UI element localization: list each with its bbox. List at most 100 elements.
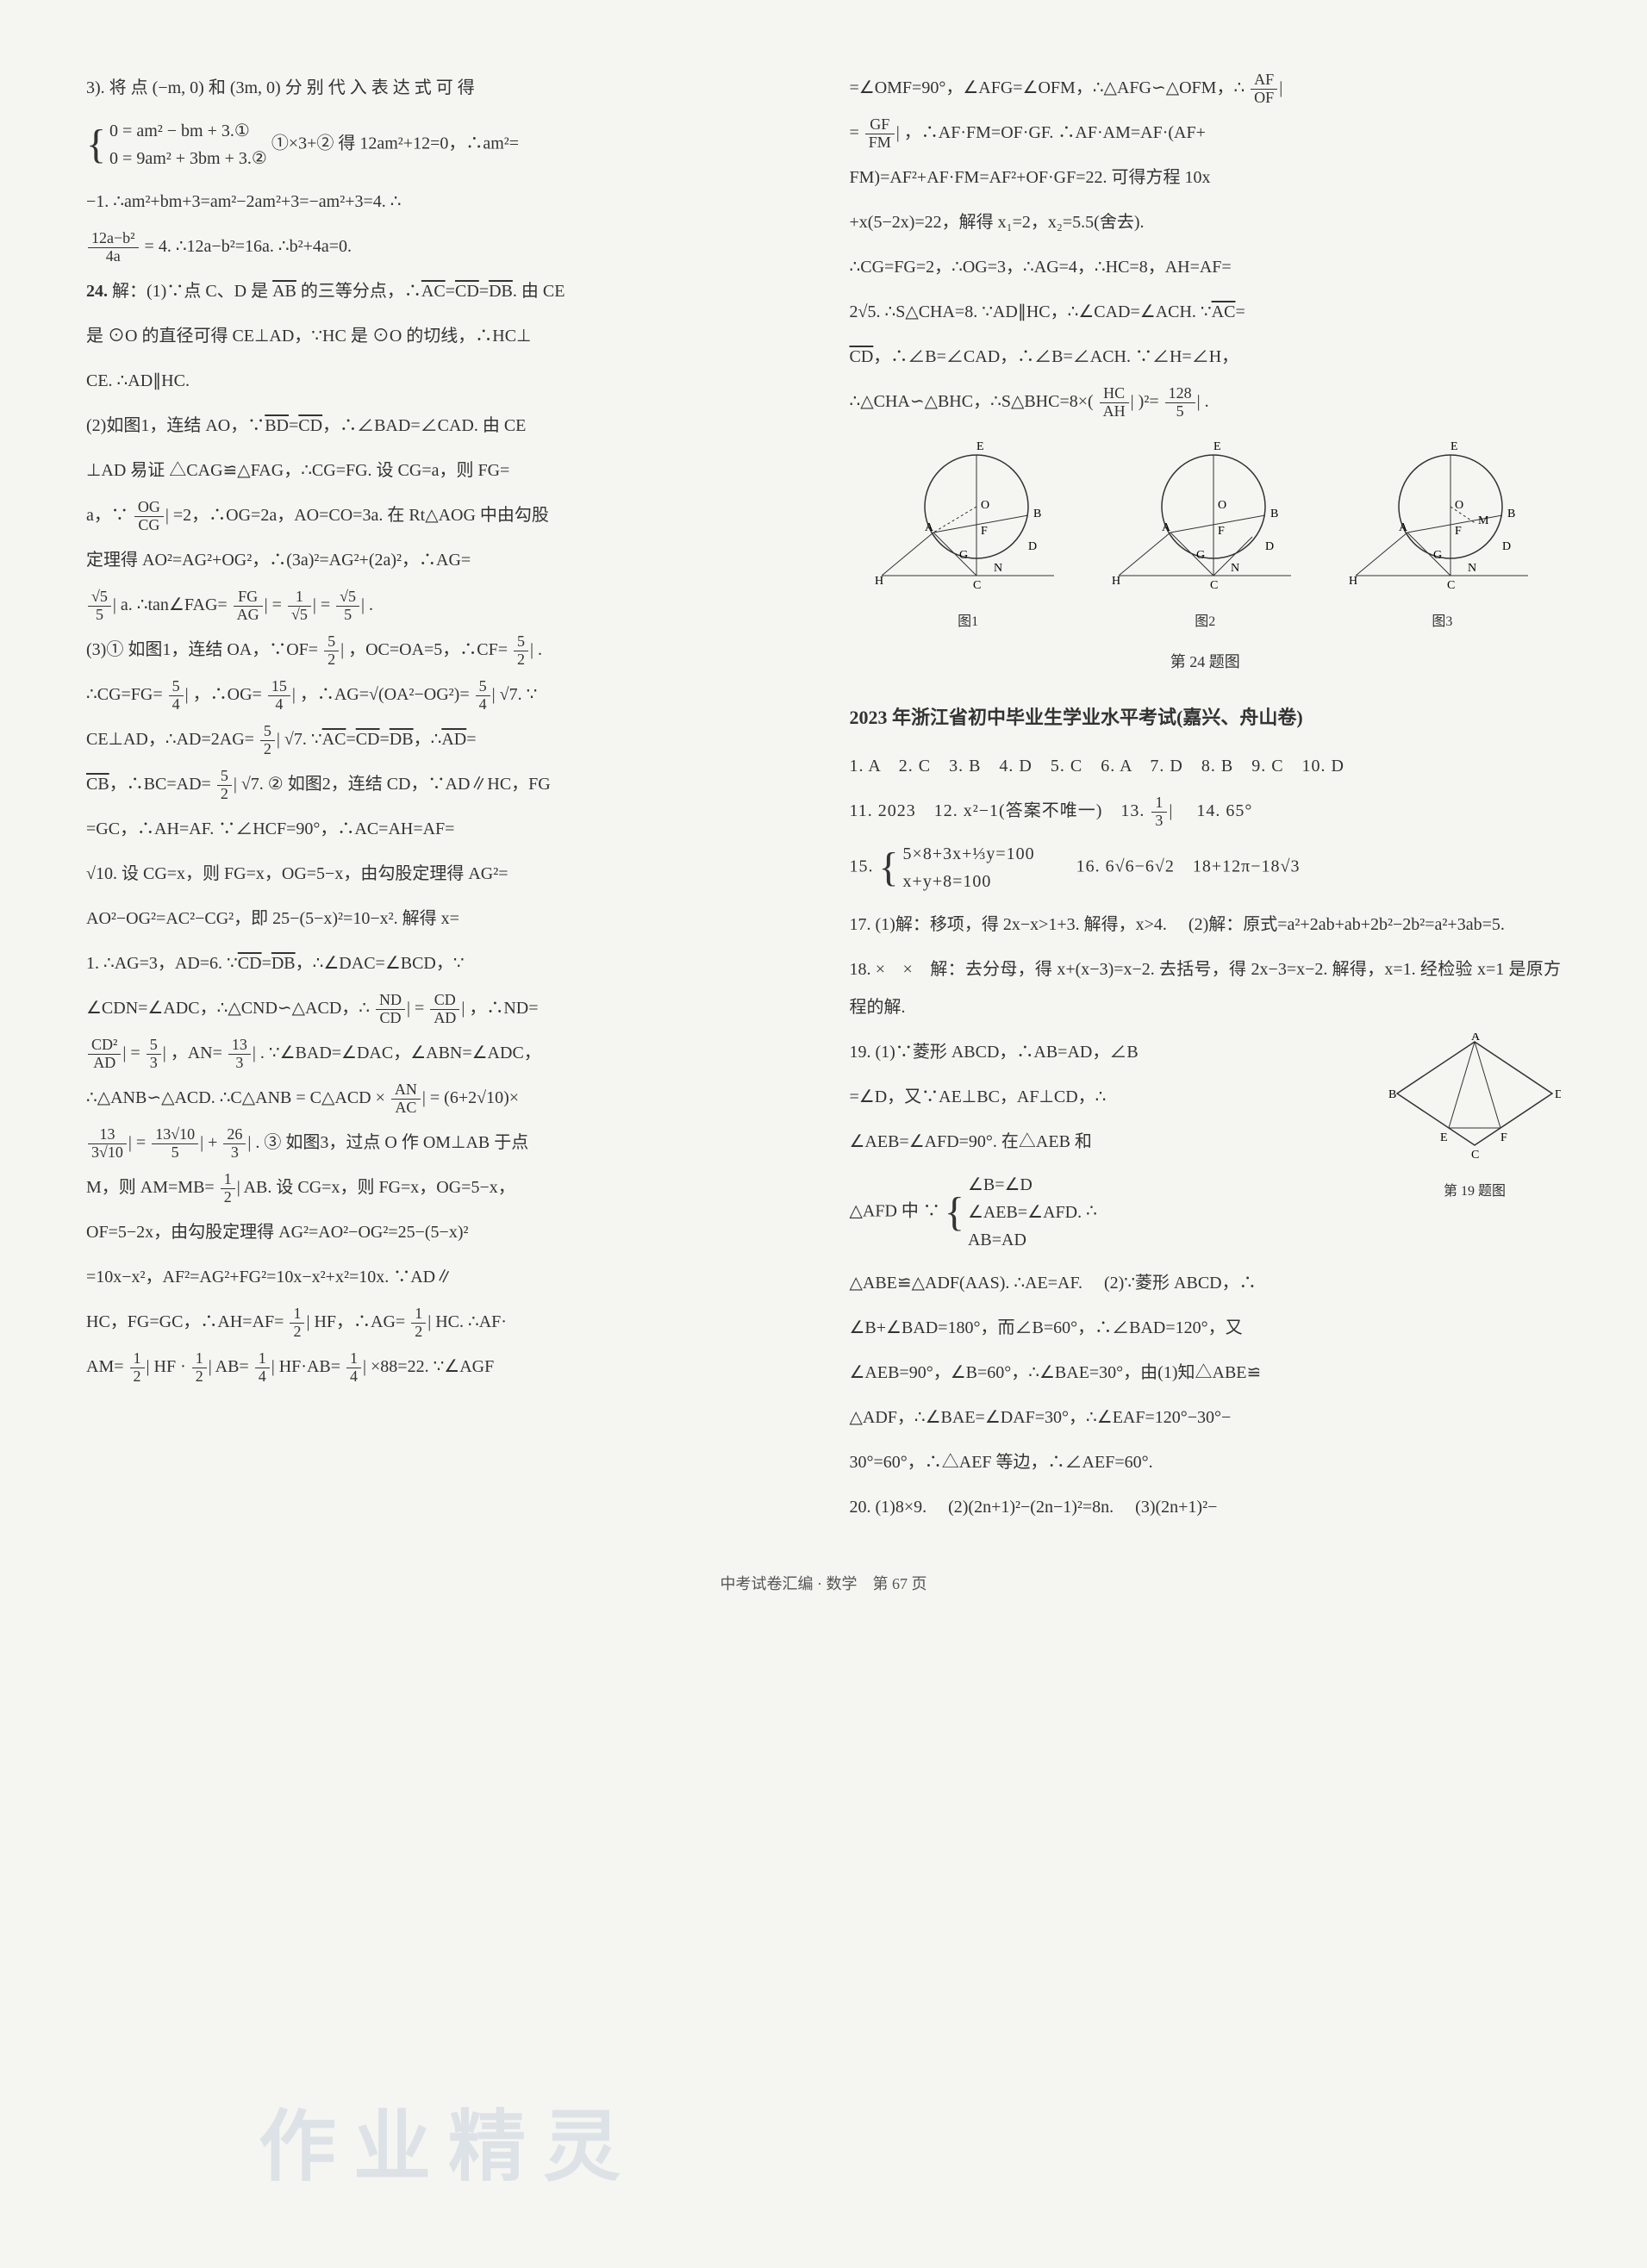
svg-text:A: A <box>1162 521 1171 534</box>
mc-answers: 1. A 2. C 3. B 4. D 5. C 6. A 7. D 8. B … <box>850 747 1562 785</box>
q19-figure: A B D C E F 第 19 题图 <box>1388 1033 1561 1206</box>
q24c-line: = GFFM| ，∴AF·FM=OF·GF. ∴AF·AM=AF·(AF+ <box>850 114 1562 152</box>
svg-text:B: B <box>1033 508 1041 520</box>
q24c-line: =∠OMF=90°，∠AFG=∠OFM，∴△AFG∽△OFM，∴ AFOF| <box>850 69 1562 107</box>
q24-part: M，则 AM=MB= 12| AB. 设 CG=x，则 FG=x，OG=5−x， <box>86 1168 798 1206</box>
q24-part: ∴CG=FG= 54| ，∴OG= 154| ，∴AG=√(OA²−OG²)= … <box>86 676 798 713</box>
p23-brace: { 0 = am² − bm + 3.① 0 = 9am² + 3bm + 3.… <box>86 114 798 176</box>
p23-line: 3). 将 点 (−m, 0) 和 (3m, 0) 分 别 代 入 表 达 式 … <box>86 69 798 107</box>
watermark: 作业精灵 <box>259 2063 638 2234</box>
q24c-line: +x(5−2x)=22，解得 x₁=2，x₂=5.5(舍去). <box>850 203 1562 241</box>
svg-text:F: F <box>1455 525 1462 538</box>
q24-part: OF=5−2x，由勾股定理得 AG²=AO²−OG²=25−(5−x)² <box>86 1213 798 1251</box>
svg-text:E: E <box>1213 440 1221 453</box>
figure-2: E B O F D A G N H C <box>1110 438 1300 593</box>
q24-part: 定理得 AO²=AG²+OG²，∴(3a)²=AG²+(2a)²，∴AG= <box>86 541 798 579</box>
q24-part: CD²AD| = 53| ，AN= 133| . ∵∠BAD=∠DAC，∠ABN… <box>86 1034 798 1072</box>
figure-1: E B O F D A G N H C <box>873 438 1063 593</box>
svg-text:N: N <box>1468 562 1476 575</box>
q19-fig-caption: 第 19 题图 <box>1388 1176 1561 1206</box>
brace-line: 0 = 9am² + 3bm + 3.② <box>109 149 267 168</box>
svg-text:N: N <box>994 562 1002 575</box>
q24-part: AM= 12| HF · 12| AB= 14| HF·AB= 14| ×88=… <box>86 1348 798 1386</box>
svg-text:C: C <box>1471 1149 1479 1162</box>
q24-part: CE. ∴AD∥HC. <box>86 362 798 400</box>
q19-line: ∠AEB=90°，∠B=60°，∴∠BAE=30°，由(1)知△ABE≌ <box>850 1354 1562 1392</box>
q24-part: (3)① 如图1，连结 OA，∵OF= 52| ，OC=OA=5，∴CF= 52… <box>86 631 798 669</box>
q18: 18. × × 解：去分母，得 x+(x−3)=x−2. 去括号，得 2x−3=… <box>850 950 1562 1026</box>
q24-part: (2)如图1，连结 AO，∵BD=CD，∴∠BAD=∠CAD. 由 CE <box>86 407 798 445</box>
svg-text:M: M <box>1478 514 1489 527</box>
svg-text:E: E <box>976 440 984 453</box>
svg-text:G: G <box>959 549 968 562</box>
svg-text:D: D <box>1265 540 1274 553</box>
svg-text:O: O <box>1218 499 1226 512</box>
q24-part: a，∵ OGCG| =2，∴OG=2a，AO=CO=3a. 在 Rt△AOG 中… <box>86 496 798 534</box>
svg-text:E: E <box>1450 440 1458 453</box>
fill-answers-2: 15. {5×8+3x+⅓y=100x+y+8=100 16. 6√6−6√2 … <box>850 837 1562 899</box>
q24c-line: CD，∴∠B=∠CAD，∴∠B=∠ACH. ∵∠H=∠H， <box>850 338 1562 376</box>
q24c-line: FM)=AF²+AF·FM=AF²+OF·GF=22. 可得方程 10x <box>850 159 1562 196</box>
svg-text:H: H <box>1112 575 1120 588</box>
q19-line: ∠B+∠BAD=180°，而∠B=60°，∴∠BAD=120°，又 <box>850 1309 1562 1347</box>
svg-text:C: C <box>1447 579 1455 592</box>
q24-part: AO²−OG²=AC²−CG²，即 25−(5−x)²=10−x². 解得 x= <box>86 900 798 938</box>
svg-text:A: A <box>1399 521 1408 534</box>
q20: 20. (1)8×9. (2)(2n+1)²−(2n−1)²=8n. (3)(2… <box>850 1488 1562 1526</box>
svg-text:D: D <box>1028 540 1037 553</box>
q24-part: ∠CDN=∠ADC，∴△CND∽△ACD，∴ NDCD| = CDAD| ，∴N… <box>86 989 798 1027</box>
q24c-line: ∴△CHA∽△BHC，∴S△BHC=8×( HCAH| )²= 1285| . <box>850 383 1562 421</box>
figure-1-label: 图1 <box>873 607 1063 637</box>
svg-text:F: F <box>981 525 988 538</box>
q24-part: 是 ⊙O 的直径可得 CE⊥AD，∵HC 是 ⊙O 的切线，∴HC⊥ <box>86 317 798 355</box>
svg-text:E: E <box>1440 1131 1448 1144</box>
q19-line: △ABE≌△ADF(AAS). ∴AE=AF. (2)∵菱形 ABCD，∴ <box>850 1264 1562 1302</box>
q19-line: 30°=60°，∴△AEF 等边，∴∠AEF=60°. <box>850 1443 1562 1481</box>
q24c-line: 2√5. ∴S△CHA=8. ∵AD∥HC，∴∠CAD=∠ACH. ∵AC= <box>850 293 1562 331</box>
figure-2-label: 图2 <box>1110 607 1300 637</box>
svg-text:G: G <box>1433 549 1442 562</box>
svg-text:O: O <box>1455 499 1463 512</box>
svg-text:A: A <box>1471 1033 1481 1044</box>
svg-text:D: D <box>1502 540 1511 553</box>
p23-line-after: ①×3+② 得 12am²+12=0，∴am²= <box>271 134 519 153</box>
q24-part: 24. 解：(1)∵点 C、D 是 AB 的三等分点，∴AC=CD=DB. 由 … <box>86 272 798 310</box>
q24-fig-caption: 第 24 题图 <box>850 645 1562 680</box>
q24-part: 1. ∴AG=3，AD=6. ∵CD=DB，∴∠DAC=∠BCD，∵ <box>86 944 798 982</box>
svg-text:H: H <box>1349 575 1357 588</box>
svg-text:A: A <box>925 521 934 534</box>
svg-text:G: G <box>1196 549 1205 562</box>
svg-text:B: B <box>1388 1088 1396 1101</box>
svg-text:D: D <box>1555 1088 1561 1101</box>
q24-part: ∴△ANB∽△ACD. ∴C△ANB = C△ACD × ANAC| = (6+… <box>86 1079 798 1117</box>
p23-line: −1. ∴am²+bm+3=am²−2am²+3=−am²+3=4. ∴ <box>86 183 798 221</box>
exam-title: 2023 年浙江省初中毕业生学业水平考试(嘉兴、舟山卷) <box>850 697 1562 738</box>
q19-line: △ADF，∴∠BAE=∠DAF=30°，∴∠EAF=120°−30°− <box>850 1399 1562 1436</box>
q24-part: =GC，∴AH=AF. ∵∠HCF=90°，∴AC=AH=AF= <box>86 810 798 848</box>
q24-part: =10x−x²，AF²=AG²+FG²=10x−x²+x²=10x. ∵AD∥ <box>86 1258 798 1296</box>
svg-text:N: N <box>1231 562 1239 575</box>
svg-text:H: H <box>875 575 883 588</box>
q24-part: CB，∴BC=AD= 52| √7. ② 如图2，连结 CD，∵AD∥HC，FG <box>86 765 798 803</box>
fill-answers-1: 11. 2023 12. x²−1(答案不唯一) 13. 13| 14. 65° <box>850 792 1562 830</box>
q24c-line: ∴CG=FG=2，∴OG=3，∴AG=4，∴HC=8，AH=AF= <box>850 248 1562 286</box>
q24-part: HC，FG=GC，∴AH=AF= 12| HF，∴AG= 12| HC. ∴AF… <box>86 1303 798 1341</box>
svg-text:O: O <box>981 499 989 512</box>
page-footer: 中考试卷汇编 · 数学 第 67 页 <box>86 1567 1561 1602</box>
svg-text:F: F <box>1218 525 1225 538</box>
svg-text:B: B <box>1270 508 1278 520</box>
svg-text:C: C <box>973 579 981 592</box>
svg-text:B: B <box>1507 508 1515 520</box>
svg-text:C: C <box>1210 579 1218 592</box>
q24-figures: E B O F D A G N H C 图1 <box>850 438 1562 637</box>
brace-line: 0 = am² − bm + 3.① <box>109 122 250 140</box>
figure-3: E B O M F D A G N H C <box>1347 438 1537 593</box>
q24-part: ⊥AD 易证 △CAG≌△FAG，∴CG=FG. 设 CG=a，则 FG= <box>86 452 798 489</box>
q17: 17. (1)解：移项，得 2x−x>1+3. 解得，x>4. (2)解：原式=… <box>850 906 1562 944</box>
p23-line: 12a−b²4a = 4. ∴12a−b²=16a. ∴b²+4a=0. <box>86 227 798 265</box>
svg-text:F: F <box>1500 1131 1507 1144</box>
q24-part: √55| a. ∴tan∠FAG= FGAG| = 1√5| = √55| . <box>86 586 798 624</box>
q24-part: CE⊥AD，∴AD=2AG= 52| √7. ∵AC=CD=DB，∴AD= <box>86 720 798 758</box>
q24-part: √10. 设 CG=x，则 FG=x，OG=5−x，由勾股定理得 AG²= <box>86 855 798 893</box>
figure-3-label: 图3 <box>1347 607 1537 637</box>
